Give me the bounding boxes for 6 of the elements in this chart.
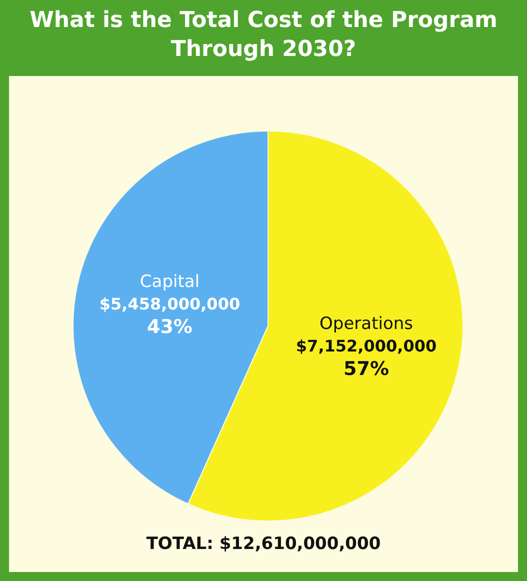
slice-label: Capital — [140, 272, 200, 292]
data-label: $7,152,000,000 57% — [296, 336, 437, 380]
data-label: $5,458,000,000 43% — [99, 294, 240, 338]
chart-title: What is the Total Cost of the Program Through 2030? — [28, 7, 498, 64]
text: TOTAL: $12,610,000,000 — [145, 534, 382, 554]
slice-label: Operations — [320, 314, 414, 334]
